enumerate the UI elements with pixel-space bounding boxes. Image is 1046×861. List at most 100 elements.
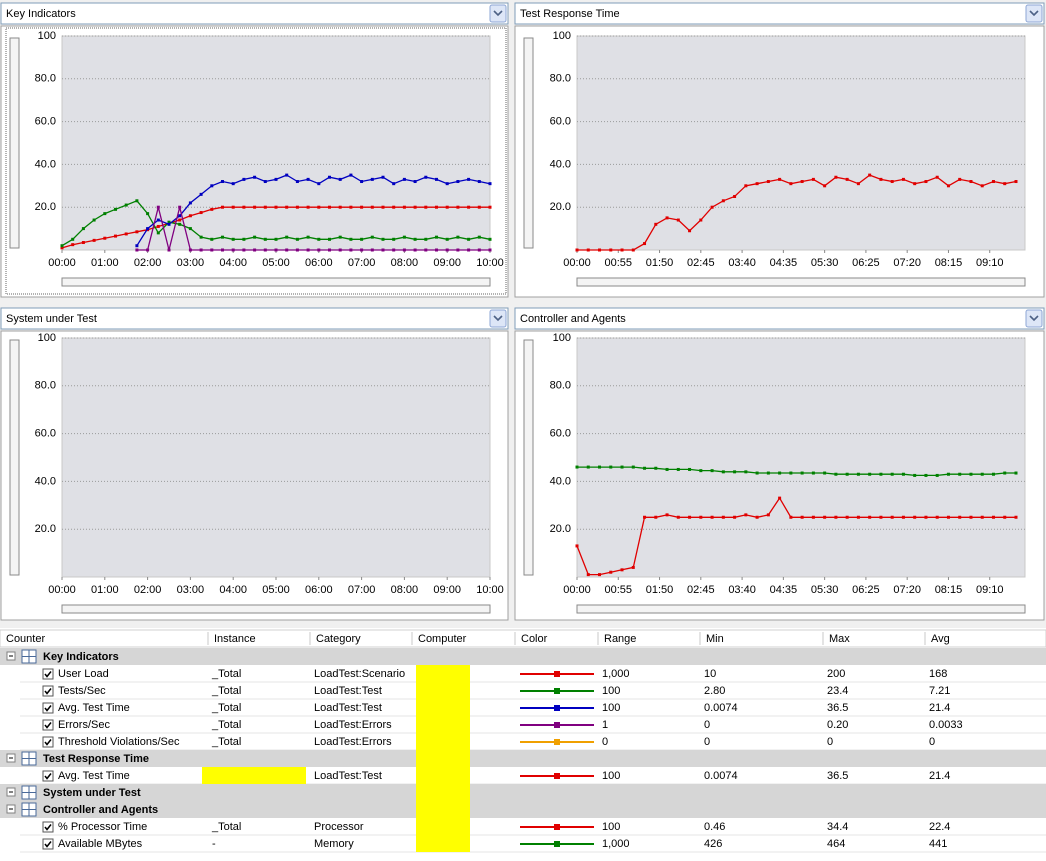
data-point [488,248,492,252]
column-header: Computer [418,633,467,645]
checkbox[interactable] [42,719,54,731]
dropdown-button[interactable] [1025,4,1043,23]
data-point [263,205,267,209]
zoom-slider-horizontal[interactable] [61,604,491,614]
data-point [253,205,257,209]
zoom-slider-horizontal[interactable] [576,604,1026,614]
dropdown-button[interactable] [489,4,507,23]
zoom-slider-vertical[interactable] [523,339,534,576]
data-point [733,195,737,198]
x-tick-label: 10:00 [476,584,504,596]
data-point [598,248,602,252]
data-point [609,465,613,469]
data-point [721,199,725,203]
data-point [733,515,737,519]
checkbox[interactable] [42,702,54,714]
group-icon-grid [22,650,36,663]
zoom-slider-vertical[interactable] [9,37,20,249]
data-point [755,471,759,475]
checkbox[interactable] [42,821,54,833]
x-tick-label: 00:55 [605,257,633,269]
data-point [210,207,214,211]
data-point [477,180,481,184]
data-point [199,235,203,239]
data-point [744,513,748,517]
data-point [413,237,417,241]
panel-header[interactable] [514,307,1045,330]
data-point [424,175,428,179]
x-tick-label: 10:00 [476,257,504,269]
panel-header[interactable] [514,2,1045,25]
y-tick-label: 40.0 [550,475,571,487]
grid-background [0,628,1046,861]
data-point [586,248,590,252]
data-point [969,515,973,519]
group-name: Key Indicators [43,651,119,663]
data-point [856,515,860,519]
zoom-slider-vertical[interactable] [9,339,20,576]
cell-min: 426 [704,838,722,850]
data-point [665,513,669,517]
checkmark [44,671,52,678]
panel-header[interactable] [0,307,509,330]
checkbox[interactable] [42,668,54,680]
data-point [178,218,182,222]
data-point [242,205,246,209]
zoom-slider-horizontal[interactable] [576,277,1026,287]
data-point [477,235,481,239]
data-point [868,173,872,177]
data-point [778,496,782,500]
cell-max: 0.20 [827,719,848,731]
data-point [467,177,471,181]
grid-header [0,629,1046,648]
checkbox[interactable] [42,685,54,697]
checkbox[interactable] [42,838,54,850]
data-point [456,180,460,184]
zoom-slider-horizontal[interactable] [61,277,491,287]
dropdown-button[interactable] [1025,309,1043,328]
counter-name: Tests/Sec [58,685,106,697]
cell-max: 0 [827,736,833,748]
data-point [221,248,224,252]
data-point [274,237,278,241]
data-point [800,515,804,519]
dropdown-button[interactable] [489,309,507,328]
color-swatch-marker [554,688,560,694]
y-tick-label: 60.0 [35,116,56,128]
data-point [991,180,995,184]
data-point [253,235,257,239]
cell-range: 1 [602,719,608,731]
data-point [199,211,203,215]
data-point [317,205,321,209]
data-point [654,515,658,519]
cell-instance: _Total [211,702,241,714]
data-point [435,177,438,181]
series-line [577,466,1016,477]
data-point [800,180,804,184]
cell-avg: 168 [929,668,947,680]
data-point [744,184,748,188]
data-point [435,235,438,239]
panel-title: Test Response Time [520,8,620,20]
data-point [71,243,75,247]
panel-header[interactable] [0,2,509,25]
checkbox[interactable] [42,770,54,782]
data-point [631,565,635,569]
series-line [577,174,1017,251]
zoom-slider-vertical[interactable] [523,37,534,249]
data-point [424,248,428,252]
data-point [477,205,481,209]
x-tick-label: 09:10 [976,584,1004,596]
data-point [456,205,460,209]
data-point [980,472,984,476]
checkmark [44,773,52,780]
y-tick-label: 40.0 [550,158,571,170]
checkbox[interactable] [42,736,54,748]
data-point [328,248,331,252]
data-point [306,205,310,209]
data-point [381,237,385,241]
cell-category: LoadTest:Scenario [314,668,405,680]
checkmark [44,705,52,712]
data-point [381,248,385,252]
